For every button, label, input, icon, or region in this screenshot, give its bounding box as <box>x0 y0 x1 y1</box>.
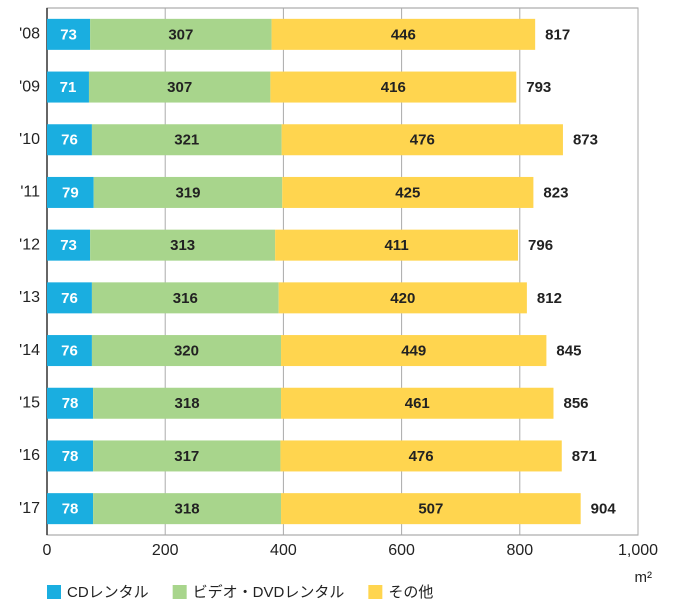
value-label: 78 <box>62 448 79 465</box>
bar-segment <box>88 71 271 103</box>
unit-label: m² <box>635 569 653 586</box>
value-label: 320 <box>174 343 199 360</box>
value-label: 73 <box>60 237 77 254</box>
bar-segment <box>91 335 282 367</box>
bar-segment <box>47 335 92 367</box>
value-label: 76 <box>61 290 78 307</box>
bar-segment <box>278 282 527 314</box>
bar-segment <box>281 124 563 156</box>
value-label: 76 <box>61 132 78 149</box>
x-tick-label: 600 <box>388 542 415 559</box>
bar-segment <box>47 176 94 208</box>
bar-segment <box>47 124 92 156</box>
total-label: 856 <box>563 395 588 412</box>
bar-segment <box>280 440 562 472</box>
y-tick-label: '08 <box>19 26 40 43</box>
value-label: 425 <box>395 184 420 201</box>
bar-segment <box>275 229 519 261</box>
bar-segment <box>281 493 581 525</box>
value-label: 79 <box>62 184 79 201</box>
bar-segment <box>93 440 281 472</box>
value-label: 321 <box>174 132 199 149</box>
bar-segment <box>47 387 94 419</box>
bar-segment <box>90 229 276 261</box>
bar-segment <box>91 124 282 156</box>
legend-label: ビデオ・DVDレンタル <box>193 583 345 601</box>
bar-segment <box>281 335 547 367</box>
value-label: 76 <box>61 343 78 360</box>
legend-swatch <box>172 585 187 599</box>
total-label: 871 <box>572 448 597 465</box>
x-tick-label: 0 <box>43 542 52 559</box>
bar-segment <box>47 282 92 314</box>
total-label: 796 <box>528 237 553 254</box>
value-label: 316 <box>173 290 198 307</box>
y-tick-label: '13 <box>19 289 40 306</box>
legend-label: CDレンタル <box>67 584 149 601</box>
value-label: 420 <box>390 290 415 307</box>
value-label: 411 <box>384 237 408 254</box>
total-label: 904 <box>591 501 617 518</box>
value-label: 307 <box>168 26 193 43</box>
y-tick-label: '17 <box>19 500 40 517</box>
y-tick-label: '09 <box>19 78 40 95</box>
value-label: 476 <box>410 132 435 149</box>
value-label: 318 <box>175 395 200 412</box>
total-label: 817 <box>545 26 570 43</box>
bar-segment <box>93 176 283 208</box>
x-tick-label: 200 <box>152 542 179 559</box>
bar-segment <box>281 387 554 419</box>
value-label: 73 <box>60 26 77 43</box>
value-label: 449 <box>401 343 426 360</box>
value-label: 319 <box>175 184 200 201</box>
y-tick-label: '14 <box>19 342 40 359</box>
bar-segment <box>47 71 89 103</box>
bar-segment <box>270 71 517 103</box>
y-tick-label: '15 <box>19 394 40 411</box>
total-label: 873 <box>573 132 598 149</box>
bar-segment <box>93 387 282 419</box>
bar-segment <box>91 282 279 314</box>
legend-swatch <box>368 585 383 599</box>
total-label: 812 <box>537 290 562 307</box>
y-tick-label: '12 <box>19 236 40 253</box>
value-label: 71 <box>60 79 77 96</box>
value-label: 318 <box>175 501 200 518</box>
bar-segment <box>47 440 94 472</box>
legend-label: その他 <box>388 584 433 601</box>
bar-segment <box>271 18 536 50</box>
value-label: 416 <box>381 79 406 96</box>
total-label: 793 <box>526 79 551 96</box>
value-label: 313 <box>170 237 195 254</box>
value-label: 446 <box>391 26 416 43</box>
bar-segment <box>282 176 534 208</box>
legend-swatch <box>47 585 61 599</box>
value-label: 461 <box>405 395 430 412</box>
x-tick-label: 400 <box>270 542 297 559</box>
total-label: 823 <box>543 184 568 201</box>
value-label: 78 <box>62 501 79 518</box>
value-label: 307 <box>167 79 192 96</box>
bar-segment <box>90 18 272 50</box>
value-label: 78 <box>62 395 79 412</box>
bar-segment <box>47 229 91 261</box>
y-tick-label: '11 <box>20 184 40 201</box>
bar-segment <box>93 493 282 525</box>
total-label: 845 <box>556 343 581 360</box>
x-tick-label: 800 <box>506 542 533 559</box>
bar-segment <box>47 18 91 50</box>
y-tick-label: '10 <box>19 131 40 148</box>
value-label: 317 <box>174 448 199 465</box>
bar-segment <box>47 493 94 525</box>
x-tick-label: 1,000 <box>618 542 658 559</box>
y-tick-label: '16 <box>19 447 40 464</box>
value-label: 476 <box>409 448 434 465</box>
value-label: 507 <box>418 501 443 518</box>
